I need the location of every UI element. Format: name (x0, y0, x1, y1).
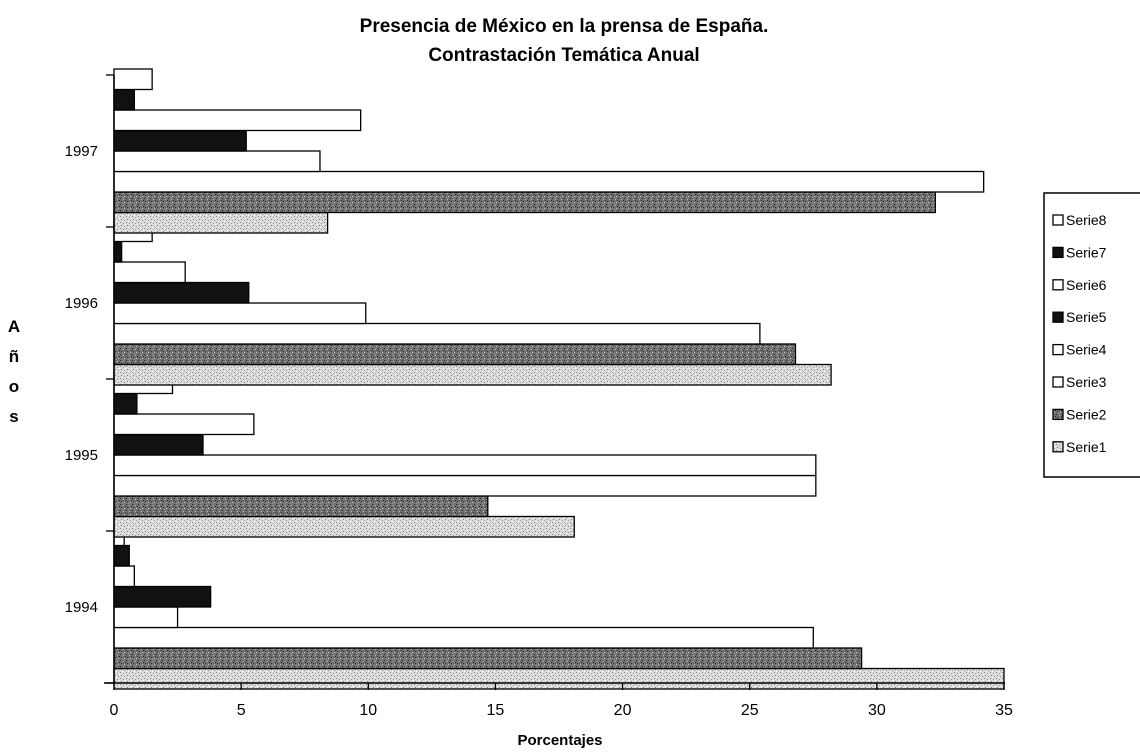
bar-serie6-1997 (113, 109, 362, 132)
legend-swatch-serie3 (1052, 376, 1064, 388)
bar-serie6-1995 (113, 413, 255, 436)
bar-serie8-1997 (113, 68, 153, 91)
category-label-1997: 1997 (65, 143, 98, 160)
bar-serie3-1996 (113, 322, 761, 345)
bar-serie2-1994 (113, 647, 863, 670)
legend-swatch-serie8 (1052, 214, 1064, 226)
bar-serie7-1997 (113, 88, 135, 111)
bar-serie5-1997 (113, 129, 247, 152)
x-tick-label-15: 15 (487, 702, 505, 719)
category-label-1996: 1996 (65, 295, 98, 312)
bar-serie1-1996 (113, 363, 832, 386)
bars-group (113, 68, 1005, 690)
bar-serie1-1994 (113, 667, 1005, 690)
y-axis-title-letter: s (9, 407, 18, 426)
bar-serie7-1995 (113, 392, 138, 415)
y-axis-title-letter: ñ (9, 347, 19, 366)
bar-serie5-1996 (113, 281, 250, 304)
legend-label-serie4: Serie4 (1066, 342, 1107, 358)
x-tick-label-25: 25 (741, 702, 759, 719)
bar-serie3-1994 (113, 626, 814, 649)
legend-swatch-serie5 (1052, 311, 1064, 323)
legend-swatch-serie1 (1052, 441, 1064, 453)
legend-label-serie7: Serie7 (1066, 244, 1107, 260)
bar-serie5-1994 (113, 585, 212, 608)
x-tick-label-10: 10 (359, 702, 377, 719)
axes-group: 1994 1995 1996 1997 0 5 10 15 20 25 30 35 (65, 74, 1013, 719)
bar-serie4-1995 (113, 454, 817, 477)
bar-serie1-1995 (113, 515, 575, 538)
bar-serie6-1996 (113, 261, 186, 284)
bar-serie1-1997 (113, 211, 329, 234)
x-tick-label-35: 35 (995, 702, 1013, 719)
x-axis-title: Porcentajes (517, 732, 602, 749)
category-label-1994: 1994 (65, 599, 98, 616)
x-tick-label-20: 20 (614, 702, 632, 719)
legend-swatch-serie2 (1052, 408, 1064, 421)
x-tick-label-5: 5 (237, 702, 246, 719)
bar-serie3-1997 (113, 170, 985, 193)
legend-label-serie3: Serie3 (1066, 374, 1107, 390)
bar-serie3-1995 (113, 474, 817, 497)
legend-swatch-serie7 (1052, 246, 1064, 259)
bar-serie7-1994 (113, 544, 130, 567)
legend-box (1043, 192, 1140, 478)
legend-swatch-serie4 (1052, 343, 1064, 356)
legend-label-serie5: Serie5 (1066, 309, 1107, 325)
legend-label-serie2: Serie2 (1066, 406, 1107, 422)
bar-serie7-1996 (113, 240, 123, 263)
x-tick-label-30: 30 (868, 702, 886, 719)
category-label-1995: 1995 (65, 447, 98, 464)
legend: Serie8 Serie7 Serie6 Serie5 Serie4 Serie3 Seri… (1043, 192, 1140, 478)
chart-title-line-2: Contrastación Temática Anual (428, 45, 699, 66)
y-axis-title-letter: o (9, 377, 19, 396)
bar-serie2-1995 (113, 495, 489, 518)
bar-serie5-1995 (113, 433, 204, 456)
bar-serie6-1994 (113, 565, 135, 588)
bar-serie4-1997 (113, 150, 321, 173)
bar-serie2-1997 (113, 191, 936, 214)
legend-label-serie8: Serie8 (1066, 212, 1107, 228)
chart-title-line-1: Presencia de México en la prensa de Espa… (360, 16, 769, 37)
bar-serie4-1994 (113, 606, 179, 629)
legend-label-serie6: Serie6 (1066, 277, 1107, 293)
bar-serie4-1996 (113, 302, 367, 325)
x-tick-label-0: 0 (110, 702, 119, 719)
legend-swatch-serie6 (1052, 279, 1064, 291)
bar-serie2-1996 (113, 343, 797, 366)
y-axis-title-letter: A (8, 317, 20, 336)
legend-label-serie1: Serie1 (1066, 439, 1107, 455)
